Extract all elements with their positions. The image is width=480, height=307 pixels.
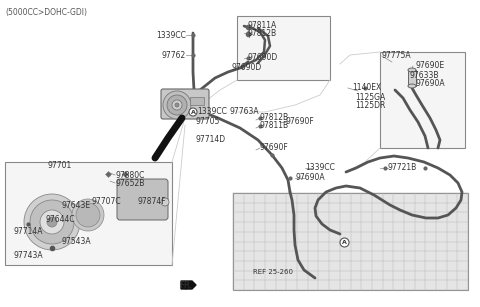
Text: 97705: 97705	[195, 116, 219, 126]
Text: 97701: 97701	[47, 161, 71, 169]
Text: A: A	[191, 110, 195, 115]
Text: 1339CC: 1339CC	[305, 164, 335, 173]
Circle shape	[40, 210, 64, 234]
Text: FR.: FR.	[179, 282, 192, 290]
Text: 1125GA: 1125GA	[355, 94, 385, 103]
Text: 97543A: 97543A	[62, 238, 92, 247]
Bar	[190, 97, 204, 105]
Text: 97775A: 97775A	[382, 52, 412, 60]
Text: 97690A: 97690A	[415, 79, 444, 87]
Text: 97874F: 97874F	[138, 196, 167, 205]
Text: 97690F: 97690F	[285, 118, 314, 126]
Text: 1125DR: 1125DR	[355, 100, 385, 110]
Polygon shape	[181, 281, 196, 289]
Text: 97811A: 97811A	[248, 21, 277, 30]
Circle shape	[24, 194, 80, 250]
Circle shape	[172, 100, 182, 110]
Text: 97721B: 97721B	[388, 164, 417, 173]
Text: 97690D: 97690D	[231, 64, 261, 72]
Text: 1140EX: 1140EX	[352, 84, 381, 92]
Text: 97812B: 97812B	[260, 114, 289, 122]
Bar	[233, 193, 468, 290]
Bar	[408, 70, 416, 86]
Circle shape	[175, 103, 179, 107]
Circle shape	[189, 108, 197, 116]
Bar	[5, 162, 172, 265]
Text: 97643E: 97643E	[62, 200, 91, 209]
Text: 97880C: 97880C	[115, 170, 144, 180]
Circle shape	[161, 198, 169, 206]
Text: 97633B: 97633B	[410, 72, 440, 80]
Circle shape	[30, 200, 74, 244]
Bar	[380, 52, 465, 148]
Text: 97762: 97762	[162, 50, 186, 60]
Text: 97690E: 97690E	[415, 61, 444, 71]
Circle shape	[340, 238, 349, 247]
Circle shape	[72, 199, 104, 231]
Text: 97707C: 97707C	[92, 197, 121, 207]
FancyBboxPatch shape	[117, 179, 168, 220]
Text: 97811B: 97811B	[260, 122, 289, 130]
Bar	[237, 16, 330, 80]
Circle shape	[47, 217, 57, 227]
Text: 97743A: 97743A	[14, 251, 44, 259]
Text: 97690A: 97690A	[295, 173, 324, 182]
Text: 97763A: 97763A	[230, 107, 260, 115]
Text: 97714D: 97714D	[196, 135, 226, 145]
Circle shape	[76, 203, 100, 227]
Text: 1339CC: 1339CC	[156, 30, 186, 40]
Text: 1339CC: 1339CC	[197, 107, 227, 115]
Text: 97812B: 97812B	[248, 29, 277, 37]
Circle shape	[163, 91, 191, 119]
Text: 97690F: 97690F	[260, 143, 289, 153]
Text: REF 25-260: REF 25-260	[253, 269, 293, 275]
FancyBboxPatch shape	[161, 89, 209, 119]
Text: 97714A: 97714A	[14, 227, 44, 236]
Text: (5000CC>DOHC-GDI): (5000CC>DOHC-GDI)	[5, 8, 87, 17]
Text: 97690D: 97690D	[248, 53, 278, 63]
Text: A: A	[342, 240, 347, 245]
Ellipse shape	[408, 68, 416, 72]
Text: 97652B: 97652B	[115, 178, 144, 188]
Ellipse shape	[408, 84, 416, 88]
Text: 97644C: 97644C	[46, 216, 76, 224]
Circle shape	[167, 95, 187, 115]
